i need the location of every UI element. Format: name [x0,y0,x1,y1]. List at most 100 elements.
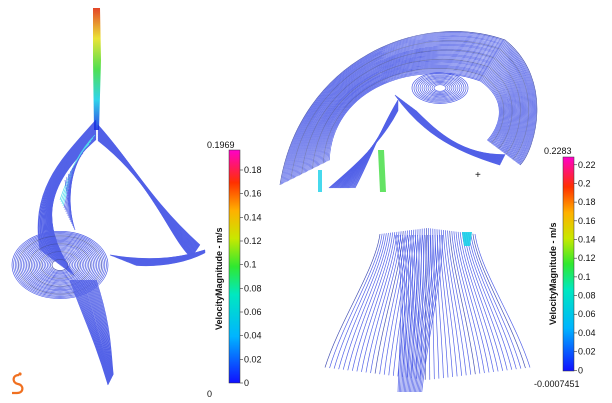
legend-right-colorbar [562,156,575,372]
streamline [418,234,438,393]
streamline [326,71,502,162]
streamline [301,49,521,175]
streamline [415,74,465,102]
streamline [466,232,513,370]
color-legend-right: 0.2283 0.22 0.2 0.18 0.16 0.14 0.12 0.1 0.08 0.0… [534,146,596,389]
streamline [420,228,425,380]
legend-tick-label: 0.04 [578,328,596,338]
legend-tick-label: 0.18 [578,197,596,207]
streamline [464,232,508,371]
streamline [421,234,443,393]
streamline [411,228,421,379]
streamline [11,231,109,299]
streamline [64,179,76,231]
streamline [40,251,80,279]
streamline [410,234,422,393]
jet-accent-top [378,150,386,192]
streamline [411,107,505,158]
streamline [318,64,508,166]
streamline [69,167,74,223]
streamline [379,230,406,375]
legend-left-ticks: 0.18 0.16 0.14 0.12 0.1 0.08 0.06 0.04 0.02 0 [240,165,262,388]
streamline [445,230,467,376]
streamline [430,228,435,380]
streamline [306,53,518,172]
streamline [401,234,408,393]
streamline [291,41,528,180]
legend-tick-label: 0.18 [244,165,262,175]
streamline [298,47,523,176]
s-curve-logo-icon [12,372,24,395]
streamline [459,232,499,372]
streamline [316,63,509,167]
streamline [333,233,385,369]
legend-tick-label: 0.1 [578,272,591,282]
streamline [325,70,503,163]
streamline [284,35,534,183]
streamline [308,55,516,171]
legend-tick-label: 0.2 [578,178,591,188]
streamline [42,252,78,278]
streamline [302,50,520,174]
streamline-plot-left [11,8,206,386]
streamline [411,234,424,393]
streamline [32,245,88,285]
streamline [324,69,504,163]
streamline [43,253,77,277]
streamline [69,164,76,221]
legend-tick-label: 0.06 [244,307,262,317]
streamline [453,231,485,374]
streamline-plot-top: + [279,31,538,192]
streamline [406,234,416,393]
streamline [406,103,504,160]
legend-tick-label: 0.14 [244,212,262,222]
streamline [425,79,455,97]
streamline [415,234,431,393]
legend-right-title: VelocityMagnitude - m/s [548,222,558,325]
streamline [24,240,96,290]
crosshair-mark: + [475,170,481,181]
streamline [18,235,102,295]
streamline [37,248,83,282]
streamline [312,58,513,169]
streamline [296,45,525,177]
streamline [310,57,514,170]
streamline [324,233,381,368]
legend-tick-label: 0.08 [578,291,596,301]
jet-column [93,8,101,130]
streamline [327,72,501,162]
streamline [411,72,469,104]
streamlines-top [279,31,538,189]
streamline [404,102,503,161]
streamline [408,234,420,393]
legend-right-ticks: 0.22 0.2 0.18 0.16 0.14 0.12 0.1 0.08 0.06 0.04 0.… [574,160,596,375]
streamline [295,44,526,178]
streamline [455,231,490,373]
streamline [401,99,502,163]
streamline [35,247,85,283]
streamline [30,244,90,286]
streamline [433,84,447,92]
streamlines-left [11,119,206,386]
streamline [403,234,412,393]
legend-right-min: -0.0007451 [534,379,580,389]
streamline [50,257,70,273]
streamline [406,103,503,160]
streamline [451,231,481,374]
streamline [356,232,396,372]
streamline [388,230,410,376]
streamline [307,54,517,172]
streamline [97,138,193,257]
streamline [449,230,476,375]
streamline [279,31,538,186]
streamline [412,234,427,393]
streamline [328,110,399,189]
streamline [457,231,494,373]
streamline [424,228,427,380]
color-legend-left: 0.1969 0.180.160.140.120.10.080.060.040.… [207,140,262,399]
streamline [285,36,533,183]
streamline [315,62,510,168]
legend-tick-label: 0.1 [244,260,257,270]
streamline [400,99,502,163]
streamline [38,250,82,280]
